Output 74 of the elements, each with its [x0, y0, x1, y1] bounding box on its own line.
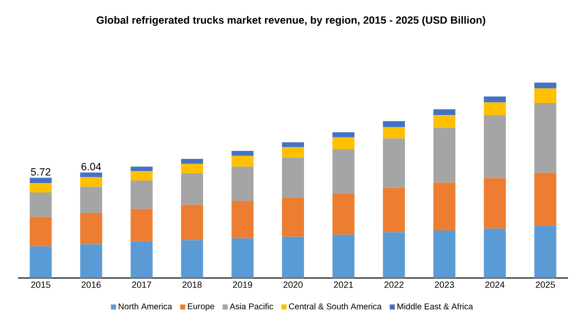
bar: [30, 192, 52, 217]
x-tick-label: 2015: [31, 282, 50, 288]
bar: [181, 204, 204, 240]
bar: [382, 232, 405, 278]
legend-label: Asia Pacific: [230, 303, 274, 310]
bar: [80, 186, 102, 213]
bar: [232, 156, 254, 167]
x-tick-label: 2018: [182, 282, 202, 288]
bar: [433, 230, 456, 278]
bar: [181, 164, 204, 174]
legend-label: North America: [118, 303, 172, 310]
bar: [332, 234, 354, 278]
x-tick-label: 2020: [283, 282, 303, 288]
bar: [80, 172, 102, 178]
bar: [130, 208, 153, 242]
bar: [534, 102, 556, 173]
legend-label: Europe: [188, 303, 214, 311]
bar: [332, 149, 354, 194]
bar: [534, 226, 556, 278]
annotation: 5.72: [30, 168, 50, 176]
bar: [232, 201, 254, 238]
bar: [80, 212, 102, 244]
bar: [130, 166, 153, 171]
x-tick-label: 2019: [233, 282, 252, 288]
bar: [282, 147, 304, 158]
legend-label: Central & South America: [288, 303, 382, 310]
bar: [484, 115, 506, 178]
bar: [534, 172, 556, 226]
legend-label: Middle East & Africa: [397, 303, 474, 310]
bar: [534, 88, 556, 103]
bar: [382, 188, 405, 232]
bar: [382, 121, 405, 127]
bar: [181, 240, 204, 278]
x-tick-label: 2025: [536, 282, 555, 288]
bar: [433, 128, 456, 183]
bar: [433, 115, 456, 128]
bar: [282, 236, 304, 278]
bar: [130, 241, 153, 278]
bar: [484, 228, 506, 278]
x-tick-label: 2017: [132, 282, 152, 288]
bar: [80, 177, 102, 187]
bar: [433, 182, 456, 231]
bar: [382, 138, 405, 188]
bar: [80, 244, 102, 278]
chart-title: Global refrigerated trucks market revenue, by region, 2015 - 2025 (USD Billion): [96, 16, 486, 26]
bar: [130, 180, 153, 209]
bar: [232, 238, 254, 278]
bar: [232, 150, 254, 156]
bar: [282, 158, 304, 198]
bar: [30, 216, 52, 246]
bar: [332, 193, 354, 235]
x-tick-label: 2023: [434, 282, 454, 288]
bar: [332, 137, 354, 150]
bar: [181, 173, 204, 205]
bar: [232, 166, 254, 202]
bar: [181, 158, 204, 164]
bar: [332, 132, 354, 138]
bar: [282, 197, 304, 237]
x-tick-label: 2021: [334, 282, 353, 288]
bar: [484, 102, 506, 116]
bar: [484, 178, 506, 229]
bar: [282, 142, 304, 148]
bar: [484, 96, 506, 102]
x-tick-label: 2024: [485, 282, 505, 288]
bar: [30, 183, 52, 192]
bar: [30, 178, 52, 184]
bar: [433, 109, 456, 116]
bar: [130, 170, 153, 181]
annotation: 6.04: [82, 162, 102, 170]
x-tick-label: 2016: [82, 282, 101, 288]
bar: [534, 82, 556, 88]
x-tick-label: 2022: [384, 282, 404, 288]
bar: [30, 246, 52, 278]
bar: [382, 126, 405, 138]
